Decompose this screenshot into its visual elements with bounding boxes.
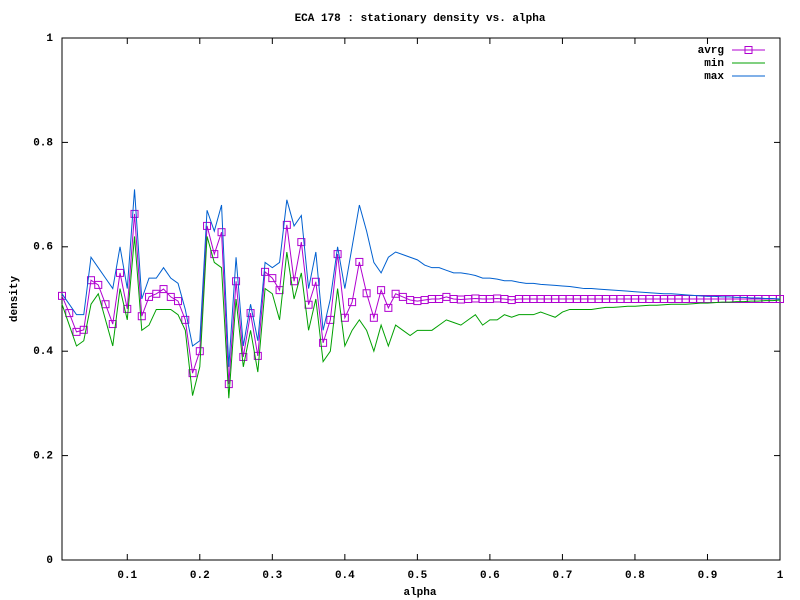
y-tick-label: 1 (46, 33, 53, 45)
data-point (123, 304, 132, 313)
data-point (282, 220, 291, 229)
data-point (116, 268, 125, 277)
data-point (159, 285, 168, 294)
data-point (195, 347, 204, 356)
data-point (297, 238, 306, 247)
x-tick-label: 0.6 (480, 570, 500, 582)
legend-label: max (704, 71, 724, 83)
data-point (130, 209, 139, 218)
y-tick-label: 0.6 (33, 242, 53, 254)
data-point (377, 286, 386, 295)
x-tick-label: 1 (777, 570, 784, 582)
data-point (290, 277, 299, 286)
data-point (108, 320, 117, 329)
data-point (253, 351, 262, 360)
data-point (217, 228, 226, 237)
x-tick-label: 0.3 (262, 570, 282, 582)
x-tick-label: 0.5 (407, 570, 427, 582)
data-point (319, 338, 328, 347)
data-point (65, 309, 74, 318)
data-point (166, 292, 175, 301)
data-point (181, 315, 190, 324)
data-point (311, 277, 320, 286)
data-point (333, 250, 342, 259)
x-tick-label: 0.9 (698, 570, 718, 582)
data-point (261, 267, 270, 276)
data-point (224, 380, 233, 389)
series-line (61, 189, 781, 367)
y-tick-label: 0 (46, 555, 53, 567)
data-point (94, 280, 103, 289)
data-point (384, 303, 393, 312)
x-tick-label: 0.1 (117, 570, 137, 582)
data-point (174, 297, 183, 306)
y-tick-label: 0.8 (33, 137, 53, 149)
data-point (101, 300, 110, 309)
chart-title: ECA 178 : stationary density vs. alpha (295, 13, 546, 25)
data-point (188, 369, 197, 378)
x-tick-label: 0.7 (553, 570, 573, 582)
data-point (232, 277, 241, 286)
legend-label: avrg (698, 45, 724, 57)
data-point (79, 325, 88, 334)
series-line (61, 236, 781, 399)
data-point (203, 221, 212, 230)
y-tick-label: 0.4 (33, 346, 53, 358)
y-tick-label: 0.2 (33, 451, 53, 463)
x-tick-label: 0.8 (625, 570, 645, 582)
data-point (137, 312, 146, 321)
data-point (239, 352, 248, 361)
data-point (210, 250, 219, 259)
data-point (348, 298, 357, 307)
data-point (268, 274, 277, 283)
data-point (355, 257, 364, 266)
data-point (87, 276, 96, 285)
legend-label: min (704, 58, 724, 70)
y-axis-label: density (9, 276, 21, 323)
x-tick-label: 0.4 (335, 570, 355, 582)
x-axis-label: alpha (403, 587, 436, 599)
data-point (369, 313, 378, 322)
x-tick-label: 0.2 (190, 570, 210, 582)
legend-marker (744, 46, 753, 54)
data-point (246, 309, 255, 318)
data-point (362, 289, 371, 298)
data-point (58, 291, 66, 300)
data-point (152, 289, 161, 298)
